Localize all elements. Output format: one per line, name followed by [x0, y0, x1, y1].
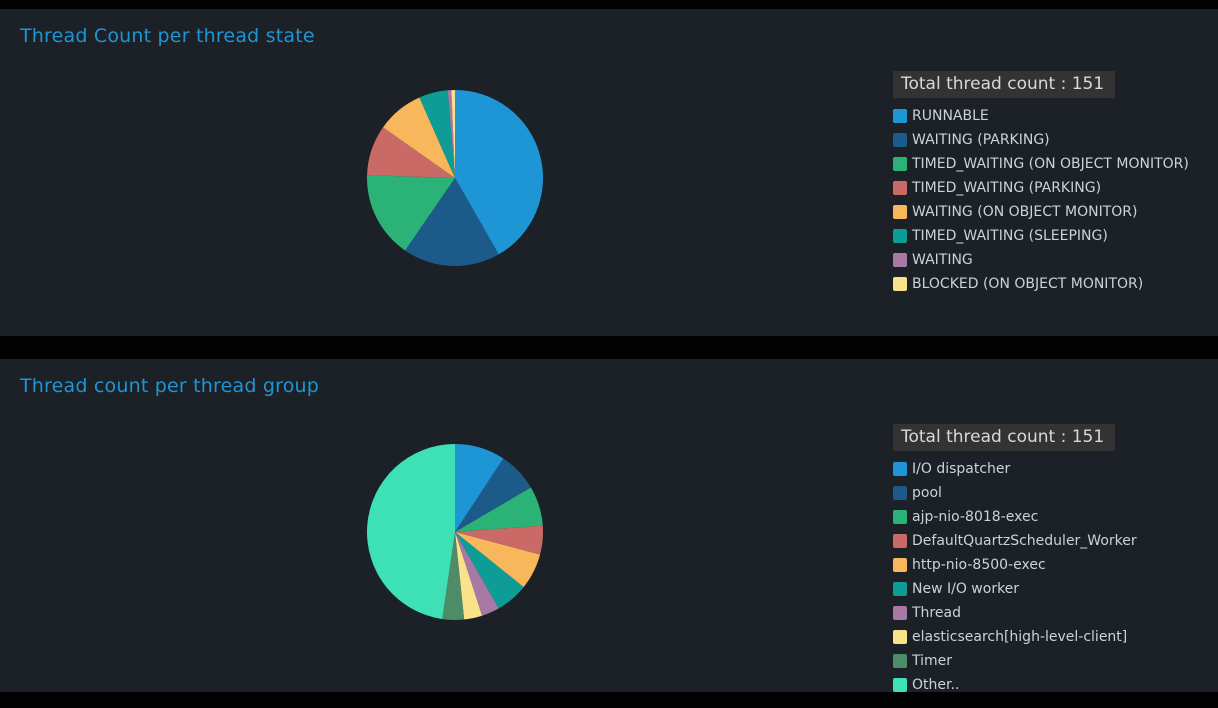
thread-group-legend-block: Total thread count : 151 I/O dispatcher p… — [893, 424, 1213, 692]
legend-item-timed-waiting-sleeping[interactable]: TIMED_WAITING (SLEEPING) — [893, 224, 1213, 248]
pie-slice-thread[interactable] — [455, 532, 499, 616]
pie-slice-other[interactable] — [367, 444, 455, 620]
legend-label: I/O dispatcher — [912, 461, 1011, 477]
pie-slice-http-nio-8500-exec[interactable] — [455, 532, 541, 588]
legend-label: New I/O worker — [912, 581, 1020, 597]
legend-item-waiting-parking[interactable]: WAITING (PARKING) — [893, 128, 1213, 152]
legend-label: elasticsearch[high-level-client] — [912, 629, 1128, 645]
pie-slice-waiting-parking[interactable] — [405, 178, 499, 266]
legend-swatch — [893, 582, 907, 596]
legend-label: BLOCKED (ON OBJECT MONITOR) — [912, 276, 1144, 292]
pie-slice-pool[interactable] — [455, 458, 531, 532]
thread-state-legend: RUNNABLE WAITING (PARKING) TIMED_WAITING (… — [893, 104, 1213, 296]
legend-item-other[interactable]: Other.. — [893, 673, 1213, 692]
pie-slice-runnable[interactable] — [455, 90, 543, 255]
legend-swatch — [893, 253, 907, 267]
legend-swatch — [893, 205, 907, 219]
legend-label: ajp-nio-8018-exec — [912, 509, 1039, 525]
legend-label: pool — [912, 485, 942, 501]
legend-label: http-nio-8500-exec — [912, 557, 1046, 573]
legend-label: Other.. — [912, 677, 960, 692]
legend-label: TIMED_WAITING (SLEEPING) — [912, 228, 1108, 244]
legend-item-blocked-on-object-monitor[interactable]: BLOCKED (ON OBJECT MONITOR) — [893, 272, 1213, 296]
pie-slice-blocked-on-object-monitor[interactable] — [451, 90, 455, 178]
pie-slice-i-o-dispatcher[interactable] — [455, 444, 504, 532]
legend-swatch — [893, 510, 907, 524]
legend-swatch — [893, 277, 907, 291]
thread-group-legend: I/O dispatcher pool ajp-nio-8018-exec Defau… — [893, 457, 1213, 692]
thread-group-panel: Thread count per thread group Total thre… — [0, 359, 1218, 692]
legend-swatch — [893, 630, 907, 644]
legend-item-defaultquartzscheduler-worker[interactable]: DefaultQuartzScheduler_Worker — [893, 529, 1213, 553]
pie-slice-timer[interactable] — [442, 532, 465, 620]
legend-item-http-nio-8500-exec[interactable]: http-nio-8500-exec — [893, 553, 1213, 577]
legend-label: Thread — [912, 605, 961, 621]
legend-label: WAITING (PARKING) — [912, 132, 1050, 148]
pie-slice-timed-waiting-sleeping[interactable] — [419, 90, 455, 178]
legend-item-elasticsearch-high-level-client[interactable]: elasticsearch[high-level-client] — [893, 625, 1213, 649]
legend-item-runnable[interactable]: RUNNABLE — [893, 104, 1213, 128]
legend-label: RUNNABLE — [912, 108, 989, 124]
legend-label: WAITING — [912, 252, 973, 268]
legend-item-timed-waiting-on-object-monitor[interactable]: TIMED_WAITING (ON OBJECT MONITOR) — [893, 152, 1213, 176]
legend-swatch — [893, 606, 907, 620]
legend-label: WAITING (ON OBJECT MONITOR) — [912, 204, 1138, 220]
legend-swatch — [893, 486, 907, 500]
legend-item-pool[interactable]: pool — [893, 481, 1213, 505]
legend-swatch — [893, 157, 907, 171]
legend-swatch — [893, 654, 907, 668]
legend-item-i-o-dispatcher[interactable]: I/O dispatcher — [893, 457, 1213, 481]
pie-slice-timed-waiting-parking[interactable] — [367, 127, 455, 178]
thread-state-panel-title: Thread Count per thread state — [20, 25, 315, 47]
legend-item-timer[interactable]: Timer — [893, 649, 1213, 673]
thread-group-pie-chart[interactable] — [367, 444, 543, 620]
thread-state-legend-block: Total thread count : 151 RUNNABLE WAITING… — [893, 71, 1213, 296]
pie-slice-defaultquartzscheduler-worker[interactable] — [455, 525, 543, 555]
legend-swatch — [893, 678, 907, 692]
thread-group-panel-title: Thread count per thread group — [20, 375, 320, 397]
legend-label: TIMED_WAITING (PARKING) — [912, 180, 1102, 196]
legend-swatch — [893, 181, 907, 195]
panel-divider — [0, 336, 1218, 359]
top-black-bar — [0, 0, 1218, 9]
legend-item-waiting[interactable]: WAITING — [893, 248, 1213, 272]
pie-slice-ajp-nio-8018-exec[interactable] — [455, 487, 543, 532]
legend-swatch — [893, 534, 907, 548]
legend-swatch — [893, 133, 907, 147]
total-thread-count-badge: Total thread count : 151 — [893, 424, 1116, 451]
pie-slice-waiting-on-object-monitor[interactable] — [383, 97, 455, 178]
legend-label: DefaultQuartzScheduler_Worker — [912, 533, 1137, 549]
legend-swatch — [893, 229, 907, 243]
legend-label: Timer — [912, 653, 953, 669]
pie-slice-waiting[interactable] — [447, 90, 455, 178]
legend-item-waiting-on-object-monitor[interactable]: WAITING (ON OBJECT MONITOR) — [893, 200, 1213, 224]
legend-item-timed-waiting-parking[interactable]: TIMED_WAITING (PARKING) — [893, 176, 1213, 200]
legend-swatch — [893, 558, 907, 572]
pie-slice-new-i-o-worker[interactable] — [455, 532, 524, 609]
legend-swatch — [893, 109, 907, 123]
legend-item-ajp-nio-8018-exec[interactable]: ajp-nio-8018-exec — [893, 505, 1213, 529]
pie-slice-elasticsearch-high-level-client[interactable] — [455, 532, 483, 620]
pie-slice-timed-waiting-on-object-monitor[interactable] — [367, 175, 455, 251]
total-thread-count-badge: Total thread count : 151 — [893, 71, 1116, 98]
legend-item-new-i-o-worker[interactable]: New I/O worker — [893, 577, 1213, 601]
legend-item-thread[interactable]: Thread — [893, 601, 1213, 625]
legend-label: TIMED_WAITING (ON OBJECT MONITOR) — [912, 156, 1189, 172]
legend-swatch — [893, 462, 907, 476]
thread-state-pie-chart[interactable] — [367, 90, 543, 266]
thread-state-panel: Thread Count per thread state Total thre… — [0, 9, 1218, 336]
